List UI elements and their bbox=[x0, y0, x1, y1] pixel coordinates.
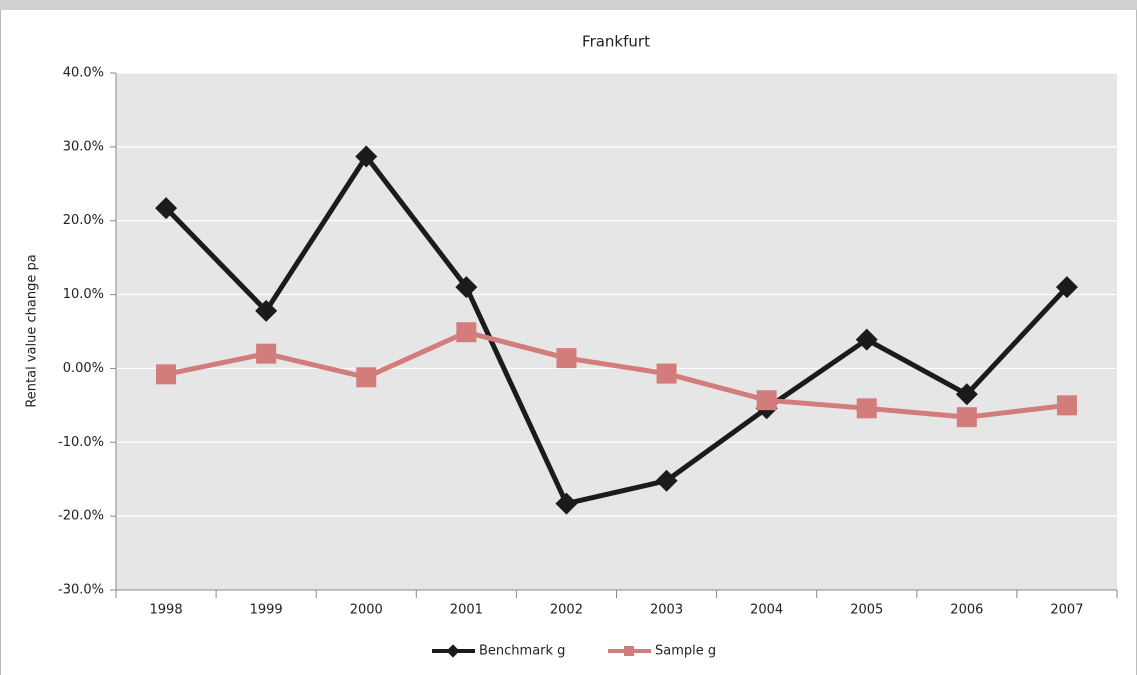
y-tick-label: 20.0% bbox=[63, 213, 104, 228]
y-tick-label: 0.00% bbox=[63, 361, 104, 376]
y-axis-label: Rental value change pa bbox=[25, 254, 40, 407]
y-tick-label: 30.0% bbox=[63, 139, 104, 154]
legend-label: Benchmark g bbox=[479, 644, 565, 659]
marker bbox=[156, 364, 177, 385]
chart-title: Frankfurt bbox=[582, 33, 650, 51]
marker bbox=[756, 390, 777, 411]
marker bbox=[356, 367, 377, 388]
x-tick-label: 2005 bbox=[850, 603, 883, 618]
marker bbox=[956, 407, 977, 428]
x-tick-label: 2007 bbox=[1050, 603, 1083, 618]
legend-marker bbox=[446, 644, 460, 658]
x-tick-label: 2003 bbox=[650, 603, 683, 618]
marker bbox=[155, 197, 178, 220]
marker bbox=[1055, 276, 1078, 299]
marker bbox=[655, 469, 678, 492]
series-line bbox=[164, 153, 1069, 507]
y-tick-label: 40.0% bbox=[63, 66, 104, 81]
x-tick-label: 2000 bbox=[350, 603, 383, 618]
plot-area bbox=[116, 73, 1117, 590]
x-tick-label: 1999 bbox=[250, 603, 283, 618]
marker bbox=[255, 299, 278, 322]
legend-marker bbox=[624, 646, 634, 656]
marker bbox=[555, 492, 578, 515]
legend-label: Sample g bbox=[655, 644, 716, 659]
top-band bbox=[0, 0, 1137, 10]
y-tick-label: -10.0% bbox=[58, 435, 104, 450]
y-tick-label: -30.0% bbox=[58, 583, 104, 598]
marker bbox=[856, 398, 877, 419]
x-tick-label: 2002 bbox=[550, 603, 583, 618]
marker bbox=[256, 343, 277, 364]
marker bbox=[656, 363, 677, 384]
x-tick-label: 1998 bbox=[150, 603, 183, 618]
marker bbox=[355, 145, 378, 168]
x-tick-label: 2006 bbox=[950, 603, 983, 618]
marker bbox=[456, 322, 477, 343]
marker bbox=[855, 328, 878, 351]
y-tick-label: -20.0% bbox=[58, 509, 104, 524]
series-line bbox=[165, 329, 1068, 420]
x-tick-label: 2004 bbox=[750, 603, 783, 618]
marker bbox=[1056, 395, 1077, 416]
y-tick-label: 10.0% bbox=[63, 287, 104, 302]
x-tick-label: 2001 bbox=[450, 603, 483, 618]
marker bbox=[955, 383, 978, 406]
marker bbox=[455, 276, 478, 299]
marker bbox=[556, 348, 577, 369]
